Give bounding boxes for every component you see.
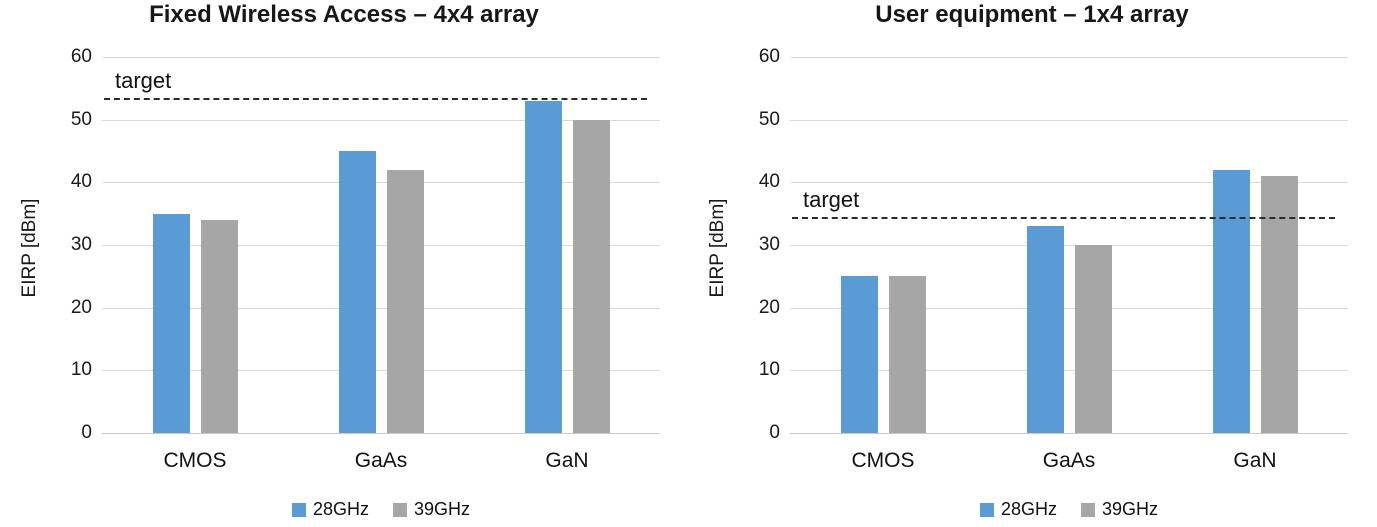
target-line bbox=[792, 216, 1335, 219]
gridline-y40 bbox=[102, 182, 660, 184]
bar-gaas-28ghz bbox=[338, 151, 376, 433]
x-label-gan: GaN bbox=[1233, 449, 1277, 472]
x-label-gaas: GaAs bbox=[1042, 449, 1096, 472]
x-label-gan: GaN bbox=[545, 449, 589, 472]
y-tick-label-40: 40 bbox=[758, 171, 780, 193]
y-tick-label-10: 10 bbox=[70, 359, 92, 381]
x-label-cmos: CMOS bbox=[851, 449, 915, 472]
bar-gaas-39ghz bbox=[386, 169, 424, 433]
y-tick-label-30: 30 bbox=[70, 234, 92, 255]
bar-gan-28ghz bbox=[524, 100, 562, 433]
chart-title: Fixed Wireless Access – 4x4 array bbox=[149, 1, 539, 28]
bar-groups bbox=[102, 57, 660, 433]
legend: 28GHz 39GHz bbox=[102, 499, 660, 520]
bar-group-gaas bbox=[976, 57, 1162, 433]
target-line bbox=[104, 97, 647, 100]
gridline-y30 bbox=[790, 245, 1348, 246]
y-tick-label-0: 0 bbox=[81, 422, 92, 443]
bar-gan-39ghz bbox=[572, 119, 610, 433]
legend-swatch-28ghz bbox=[979, 502, 994, 517]
gridline-y50 bbox=[102, 119, 660, 121]
bar-cmos-28ghz bbox=[840, 276, 878, 433]
legend-label-28ghz: 28GHz bbox=[1000, 499, 1057, 519]
plot-area bbox=[102, 57, 660, 434]
bar-group-cmos bbox=[790, 57, 976, 433]
legend-swatch-39ghz bbox=[1081, 502, 1095, 517]
legend-label-28ghz: 28GHz bbox=[312, 499, 369, 519]
y-tick-label-20: 20 bbox=[70, 296, 92, 318]
x-label-cmos: CMOS bbox=[163, 449, 227, 472]
legend-label-39ghz: 39GHz bbox=[414, 499, 471, 519]
chart-user-equipment: User equipment – 1x4 array EIRP [dBm] ta… bbox=[688, 0, 1376, 527]
bar-cmos-39ghz bbox=[200, 219, 238, 433]
y-axis-label: EIRP [dBm] bbox=[19, 198, 40, 298]
bar-group-cmos bbox=[102, 57, 288, 433]
legend-item-39ghz: 39GHz bbox=[1081, 499, 1158, 520]
x-axis-category-labels: CMOS GaAs GaN bbox=[102, 449, 660, 473]
gridline-y20 bbox=[102, 307, 660, 309]
bar-groups bbox=[790, 57, 1348, 433]
gridline-y0 bbox=[102, 433, 660, 434]
bar-cmos-39ghz bbox=[888, 276, 926, 433]
bar-gaas-39ghz bbox=[1074, 245, 1112, 433]
legend-label-39ghz: 39GHz bbox=[1102, 499, 1159, 519]
target-label: target bbox=[803, 186, 860, 212]
legend-item-28ghz: 28GHz bbox=[291, 499, 369, 520]
bar-group-gan bbox=[474, 57, 660, 433]
y-tick-label-10: 10 bbox=[758, 359, 780, 381]
gridline-y30 bbox=[102, 245, 660, 246]
chart-title: User equipment – 1x4 array bbox=[875, 1, 1189, 28]
legend: 28GHz 39GHz bbox=[790, 499, 1348, 520]
bar-group-gaas bbox=[288, 57, 474, 433]
y-axis-label: EIRP [dBm] bbox=[707, 198, 728, 298]
gridline-y0 bbox=[790, 433, 1348, 434]
y-tick-label-20: 20 bbox=[758, 296, 780, 318]
gridline-y20 bbox=[790, 307, 1348, 309]
y-tick-label-30: 30 bbox=[758, 234, 780, 255]
chart-fixed-wireless-access: Fixed Wireless Access – 4x4 array EIRP [… bbox=[0, 0, 688, 527]
gridline-y60 bbox=[790, 57, 1348, 58]
gridline-y60 bbox=[102, 57, 660, 58]
legend-item-28ghz: 28GHz bbox=[979, 499, 1057, 520]
gridline-y10 bbox=[102, 370, 660, 372]
y-tick-label-40: 40 bbox=[70, 171, 92, 193]
legend-swatch-28ghz bbox=[291, 502, 306, 517]
y-tick-label-50: 50 bbox=[758, 108, 780, 130]
bar-gan-39ghz bbox=[1260, 176, 1298, 433]
legend-swatch-39ghz bbox=[393, 502, 407, 517]
bar-group-gan bbox=[1162, 57, 1348, 433]
gridline-y50 bbox=[790, 119, 1348, 121]
bar-gaas-28ghz bbox=[1026, 226, 1064, 433]
bar-cmos-28ghz bbox=[152, 213, 190, 433]
y-tick-label-60: 60 bbox=[70, 46, 92, 67]
x-axis-category-labels: CMOS GaAs GaN bbox=[790, 449, 1348, 473]
target-label: target bbox=[115, 67, 172, 93]
y-tick-label-0: 0 bbox=[769, 422, 780, 443]
x-label-gaas: GaAs bbox=[354, 449, 408, 472]
y-tick-label-60: 60 bbox=[758, 46, 780, 67]
legend-item-39ghz: 39GHz bbox=[393, 499, 470, 520]
gridline-y40 bbox=[790, 182, 1348, 184]
plot-area bbox=[790, 57, 1348, 434]
bar-gan-28ghz bbox=[1212, 169, 1250, 433]
gridline-y10 bbox=[790, 370, 1348, 372]
y-tick-label-50: 50 bbox=[70, 108, 92, 130]
